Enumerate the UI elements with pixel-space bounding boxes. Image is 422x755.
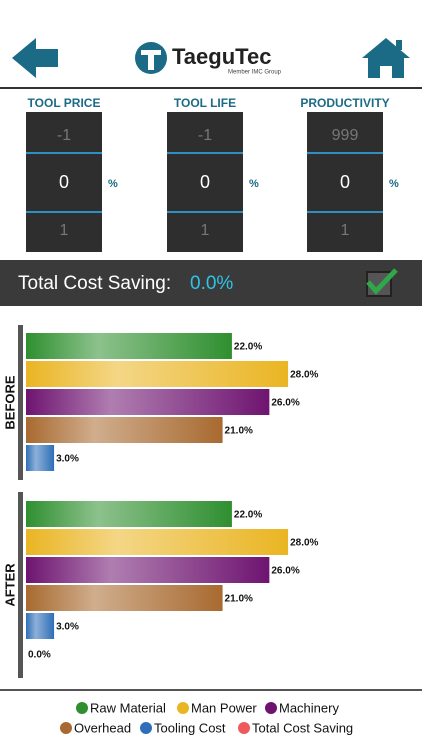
bar — [26, 585, 223, 611]
bar — [26, 333, 232, 359]
picker-label: TOOL LIFE — [174, 96, 236, 110]
picker-unit: % — [108, 178, 118, 190]
bar — [26, 613, 55, 639]
bar — [26, 557, 270, 583]
picker-unit: % — [249, 178, 259, 190]
legend-label: Total Cost Saving — [252, 720, 353, 735]
group-label: AFTER — [2, 563, 17, 607]
value-label: 28.0% — [290, 370, 318, 381]
picker-below: 1 — [60, 222, 69, 239]
picker[interactable]: -1 0 1 — [167, 112, 243, 252]
picker[interactable]: -1 0 1 — [26, 112, 102, 252]
legend-label: Machinery — [279, 700, 339, 715]
picker-value: 0 — [200, 172, 210, 192]
picker-label: TOOL PRICE — [28, 96, 101, 110]
picker-box — [167, 112, 243, 252]
legend-swatch — [60, 722, 72, 734]
picker-below: 1 — [341, 222, 350, 239]
home-icon — [362, 38, 410, 78]
legend-label: Man Power — [191, 700, 257, 715]
back-button[interactable] — [12, 38, 58, 78]
bar — [26, 529, 289, 555]
bar — [26, 389, 270, 415]
value-label: 26.0% — [271, 398, 299, 409]
summary-label: Total Cost Saving: — [18, 273, 171, 294]
picker-above: -1 — [57, 127, 71, 144]
back-arrow — [12, 38, 58, 78]
bar — [26, 417, 223, 443]
value-label: 28.0% — [290, 538, 318, 549]
picker-value: 0 — [340, 172, 350, 192]
value-label: 22.0% — [234, 510, 262, 521]
summary-value: 0.0% — [190, 273, 233, 294]
picker[interactable]: 999 0 1 — [307, 112, 383, 252]
home-chimney — [396, 40, 402, 50]
group-axis — [18, 325, 23, 480]
picker-unit: % — [389, 178, 399, 190]
bar — [26, 501, 232, 527]
group-label: BEFORE — [2, 375, 17, 430]
logo-letter — [141, 50, 161, 70]
value-label: 21.0% — [225, 426, 253, 437]
picker-above: 999 — [332, 127, 359, 144]
value-label: 3.0% — [56, 622, 79, 633]
picker-box — [26, 112, 102, 252]
picker-label: PRODUCTIVITY — [300, 96, 389, 110]
checkbox[interactable] — [366, 268, 398, 297]
logo-text: TaeguTec — [172, 44, 271, 69]
legend-label: Overhead — [74, 720, 131, 735]
picker-value: 0 — [59, 172, 69, 192]
legend-swatch — [265, 702, 277, 714]
value-label: 3.0% — [56, 454, 79, 465]
home-button[interactable] — [362, 38, 410, 78]
legend-swatch — [140, 722, 152, 734]
legend-swatch — [76, 702, 88, 714]
legend-label: Tooling Cost — [154, 720, 226, 735]
picker-box — [307, 112, 383, 252]
checkbox-check — [366, 268, 398, 295]
value-label: 22.0% — [234, 342, 262, 353]
summary-bar — [0, 260, 422, 306]
legend-swatch — [177, 702, 189, 714]
legend-swatch — [238, 722, 250, 734]
legend-label: Raw Material — [90, 700, 166, 715]
group-axis — [18, 492, 23, 678]
logo-sub: Member IMC Group — [228, 70, 282, 76]
value-label: 26.0% — [271, 566, 299, 577]
picker-above: -1 — [198, 127, 212, 144]
bar — [26, 445, 55, 471]
bar — [26, 361, 289, 387]
picker-below: 1 — [201, 222, 210, 239]
value-label: 0.0% — [28, 650, 51, 661]
value-label: 21.0% — [225, 594, 253, 605]
